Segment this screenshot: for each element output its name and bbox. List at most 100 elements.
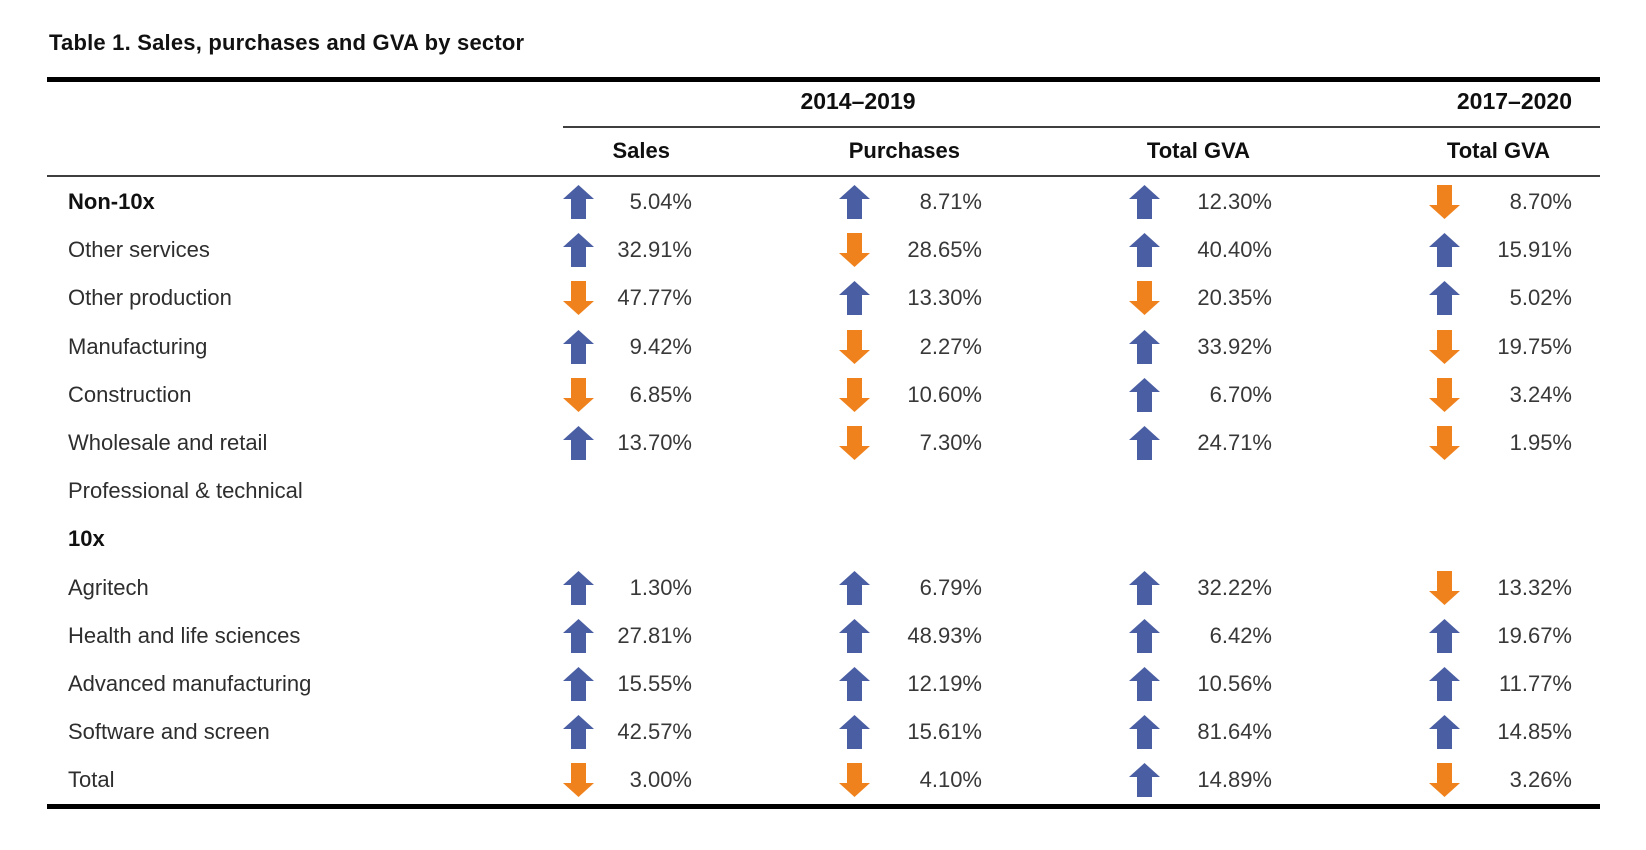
- table-row: Non-10x 5.04% 8.71% 12.30% 8.70%: [47, 178, 1600, 226]
- data-cell: 13.70%: [563, 426, 720, 461]
- column-header-total-gva-2017-2020: Total GVA: [1446, 138, 1550, 163]
- trend-down-icon: [1429, 329, 1460, 364]
- column-header-purchases: Purchases: [848, 138, 960, 163]
- table-row: Manufacturing 9.42% 2.27% 33.92% 19.75%: [47, 323, 1600, 371]
- row-label: Software and screen: [68, 719, 270, 745]
- data-cell: 3.26%: [1300, 763, 1600, 798]
- cell-value: 10.60%: [907, 381, 982, 407]
- table-row: Professional & technical: [47, 467, 1600, 515]
- row-label: Total: [68, 767, 115, 793]
- trend-down-icon: [1429, 377, 1460, 412]
- trend-up-icon: [1129, 329, 1160, 364]
- cell-value: 33.92%: [1197, 333, 1272, 359]
- trend-up-icon: [563, 329, 594, 364]
- cell-value: 9.42%: [629, 333, 692, 359]
- cell-value: 19.67%: [1497, 622, 1572, 648]
- row-label: Other services: [68, 237, 210, 263]
- row-label: Wholesale and retail: [68, 430, 268, 456]
- data-cell: 8.71%: [720, 185, 1010, 220]
- cell-value: 5.04%: [629, 189, 692, 215]
- cell-value: 27.81%: [617, 622, 692, 648]
- cell-value: 12.30%: [1197, 189, 1272, 215]
- data-cell: 12.30%: [1010, 185, 1300, 220]
- cell-value: 6.85%: [629, 381, 692, 407]
- cell-value: 20.35%: [1197, 285, 1272, 311]
- cell-value: 3.00%: [629, 767, 692, 793]
- cell-value: 5.02%: [1509, 285, 1572, 311]
- header-underline: [47, 175, 1600, 177]
- table-row: 10x: [47, 515, 1600, 563]
- cell-value: 2.27%: [919, 333, 982, 359]
- data-cell: 32.91%: [563, 233, 720, 268]
- data-cell: 4.10%: [720, 763, 1010, 798]
- table-row: Construction 6.85% 10.60% 6.70% 3.24%: [47, 371, 1600, 419]
- data-cell: 3.24%: [1300, 377, 1600, 412]
- cell-value: 6.79%: [919, 574, 982, 600]
- data-cell: 6.70%: [1010, 377, 1300, 412]
- cell-value: 28.65%: [907, 237, 982, 263]
- cell-value: 4.10%: [919, 767, 982, 793]
- table-row: Total 3.00% 4.10% 14.89% 3.26%: [47, 756, 1600, 804]
- table-bottom-border: [47, 804, 1600, 809]
- trend-down-icon: [839, 329, 870, 364]
- cell-value: 8.70%: [1509, 189, 1572, 215]
- data-cell: 6.42%: [1010, 618, 1300, 653]
- trend-up-icon: [839, 281, 870, 316]
- data-cell: 33.92%: [1010, 329, 1300, 364]
- cell-value: 7.30%: [919, 430, 982, 456]
- data-cell: 5.02%: [1300, 281, 1600, 316]
- trend-up-icon: [839, 666, 870, 701]
- trend-up-icon: [1129, 666, 1160, 701]
- trend-up-icon: [839, 715, 870, 750]
- trend-down-icon: [1429, 426, 1460, 461]
- data-cell: 3.00%: [563, 763, 720, 798]
- data-cell: 19.75%: [1300, 329, 1600, 364]
- data-cell: 15.55%: [563, 666, 720, 701]
- row-label: Advanced manufacturing: [68, 670, 312, 696]
- row-label: Manufacturing: [68, 333, 208, 359]
- row-label: Professional & technical: [68, 478, 303, 504]
- trend-up-icon: [1429, 281, 1460, 316]
- trend-up-icon: [563, 233, 594, 268]
- cell-value: 1.30%: [629, 574, 692, 600]
- trend-down-icon: [839, 233, 870, 268]
- cell-value: 42.57%: [617, 719, 692, 745]
- trend-down-icon: [563, 763, 594, 798]
- cell-value: 11.77%: [1499, 670, 1572, 696]
- data-cell: 2.27%: [720, 329, 1010, 364]
- data-cell: 32.22%: [1010, 570, 1300, 605]
- data-cell: 28.65%: [720, 233, 1010, 268]
- column-header-sales: Sales: [612, 138, 671, 163]
- cell-value: 1.95%: [1509, 430, 1572, 456]
- trend-up-icon: [1129, 426, 1160, 461]
- row-label: Construction: [68, 381, 192, 407]
- cell-value: 48.93%: [907, 622, 982, 648]
- cell-value: 14.85%: [1497, 719, 1572, 745]
- data-cell: 24.71%: [1010, 426, 1300, 461]
- column-group-2017-2020: 2017–2020: [1456, 88, 1572, 114]
- data-cell: 10.56%: [1010, 666, 1300, 701]
- table-row: Other services 32.91% 28.65% 40.40% 15.91%: [47, 226, 1600, 274]
- cell-value: 47.77%: [617, 285, 692, 311]
- data-cell: 1.95%: [1300, 426, 1600, 461]
- column-header-total-gva-2014-2019: Total GVA: [1146, 138, 1250, 163]
- sector-table: 2014–2019 2017–2020 Sales Purchases Tota…: [47, 77, 1600, 817]
- cell-value: 24.71%: [1197, 430, 1272, 456]
- cell-value: 81.64%: [1197, 719, 1272, 745]
- trend-down-icon: [839, 763, 870, 798]
- data-cell: 5.04%: [563, 185, 720, 220]
- data-cell: 14.89%: [1010, 763, 1300, 798]
- row-label: Non-10x: [68, 189, 155, 215]
- cell-value: 8.71%: [919, 189, 982, 215]
- trend-up-icon: [1429, 618, 1460, 653]
- data-cell: 11.77%: [1300, 666, 1600, 701]
- cell-value: 19.75%: [1497, 333, 1572, 359]
- trend-up-icon: [1129, 763, 1160, 798]
- row-label: Agritech: [68, 574, 149, 600]
- trend-up-icon: [1129, 715, 1160, 750]
- trend-up-icon: [563, 426, 594, 461]
- cell-value: 10.56%: [1197, 670, 1272, 696]
- trend-up-icon: [839, 185, 870, 220]
- trend-up-icon: [563, 666, 594, 701]
- trend-up-icon: [1429, 233, 1460, 268]
